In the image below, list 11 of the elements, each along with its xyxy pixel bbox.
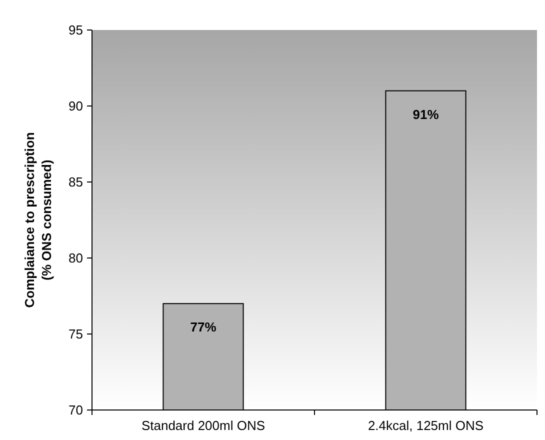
- y-tick-label: 85: [68, 174, 83, 190]
- data-label: 91%: [412, 106, 440, 122]
- y-tick-label: 90: [68, 98, 83, 114]
- data-label: 77%: [190, 320, 217, 335]
- y-tick-label: 80: [68, 250, 83, 266]
- y-tick-label: 95: [68, 22, 83, 38]
- x-tick-label: Standard 200ml ONS: [141, 418, 266, 433]
- y-tick-label: 75: [68, 326, 83, 342]
- y-axis-title: Complaiance to prescription (% ONS consumed): [22, 132, 54, 308]
- y-tick-label: 70: [68, 402, 83, 418]
- x-tick-label: 2.4kcal, 125ml ONS: [368, 418, 484, 433]
